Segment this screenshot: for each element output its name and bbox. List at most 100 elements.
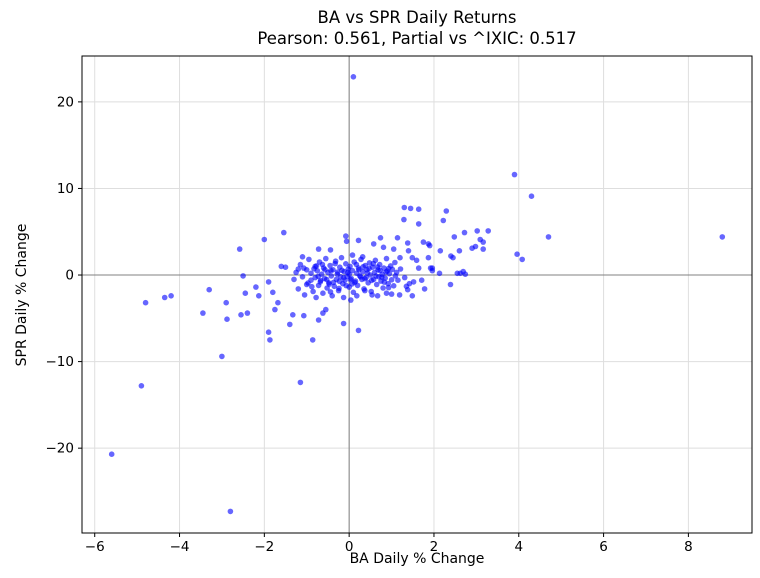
scatter-point <box>313 294 319 301</box>
scatter-point <box>388 291 395 297</box>
scatter-point <box>405 248 412 254</box>
scatter-point <box>350 74 357 80</box>
scatter-point <box>290 312 296 318</box>
scatter-point <box>474 228 481 234</box>
scatter-point <box>383 290 390 297</box>
scatter-point <box>345 269 351 276</box>
scatter-point <box>253 284 259 290</box>
scatter-point <box>415 206 422 212</box>
scatter-point <box>322 266 328 273</box>
scatter-point <box>396 292 403 298</box>
scatter-point <box>485 228 492 234</box>
scatter-point <box>413 257 420 264</box>
scatter-point <box>138 383 145 389</box>
scatter-point <box>295 286 302 292</box>
scatter-point <box>356 266 362 273</box>
scatter-point <box>297 379 304 386</box>
scatter-point <box>380 285 386 291</box>
scatter-point <box>308 270 314 277</box>
scatter-point <box>347 276 354 283</box>
x-tick-label: −6 <box>85 539 105 555</box>
scatter-point <box>409 293 416 299</box>
scatter-point <box>320 290 326 297</box>
scatter-point <box>374 264 381 270</box>
scatter-point <box>415 221 422 227</box>
scatter-point <box>461 229 468 236</box>
scatter-point <box>315 246 322 252</box>
scatter-point <box>369 292 375 298</box>
scatter-point <box>373 273 379 279</box>
scatter-point <box>330 279 337 286</box>
scatter-point <box>380 244 387 251</box>
scatter-point <box>395 277 401 284</box>
x-tick-label: 0 <box>345 539 354 555</box>
scatter-point <box>315 317 322 323</box>
scatter-point <box>261 236 268 243</box>
scatter-point <box>373 281 380 288</box>
x-axis-label: BA Daily % Change <box>349 551 485 567</box>
scatter-point <box>240 273 246 279</box>
scatter-point <box>223 299 229 306</box>
scatter-point <box>440 217 447 224</box>
scatter-point <box>305 280 311 286</box>
scatter-point <box>357 274 364 280</box>
scatter-point <box>291 276 297 283</box>
scatter-point <box>425 254 432 261</box>
scatter-point <box>528 193 535 199</box>
scatter-point <box>383 255 390 262</box>
scatter-point <box>364 270 371 276</box>
scatter-point <box>267 337 273 343</box>
scatter-point <box>545 234 552 240</box>
y-tick-label: 10 <box>57 181 74 197</box>
scatter-point <box>224 316 230 323</box>
scatter-point <box>353 261 360 268</box>
scatter-point <box>336 285 342 292</box>
scatter-point <box>349 281 355 287</box>
scatter-point <box>328 267 334 274</box>
scatter-point <box>309 337 316 343</box>
scatter-point <box>472 243 479 250</box>
scatter-point <box>420 239 427 245</box>
scatter-point <box>366 265 372 272</box>
scatter-point <box>168 293 174 299</box>
scatter-point <box>360 264 366 270</box>
scatter-point <box>456 248 463 254</box>
scatter-point <box>315 273 322 280</box>
scatter-point <box>388 277 395 283</box>
scatter-point <box>404 240 411 246</box>
scatter-point <box>301 292 308 298</box>
scatter-point <box>310 288 316 295</box>
scatter-point <box>255 293 262 299</box>
scatter-point <box>343 282 350 289</box>
y-tick-label: 0 <box>65 268 74 284</box>
scatter-point <box>319 261 326 268</box>
scatter-point <box>343 238 350 245</box>
scatter-point <box>401 204 408 211</box>
plot-border <box>81 55 753 534</box>
scatter-point <box>409 254 416 261</box>
scatter-point <box>418 277 425 284</box>
scatter-point <box>415 265 422 271</box>
scatter-point <box>236 246 243 252</box>
x-tick-label: 2 <box>430 539 439 555</box>
scatter-point <box>270 289 276 296</box>
scatter-point <box>108 451 115 458</box>
scatter-point <box>460 268 467 275</box>
scatter-point <box>343 233 349 239</box>
scatter-point <box>358 256 364 263</box>
scatter-point <box>281 229 287 236</box>
scatter-point <box>327 262 333 269</box>
scatter-point <box>309 283 315 290</box>
scatter-point <box>313 263 320 269</box>
scatter-point <box>161 294 168 301</box>
scatter-point <box>206 286 212 293</box>
scatter-point <box>287 321 293 328</box>
scatter-point <box>340 320 347 327</box>
scatter-point <box>265 279 272 285</box>
scatter-point <box>227 508 234 515</box>
scatter-point <box>336 278 343 285</box>
scatter-point <box>429 267 436 274</box>
scatter-point <box>303 267 310 273</box>
